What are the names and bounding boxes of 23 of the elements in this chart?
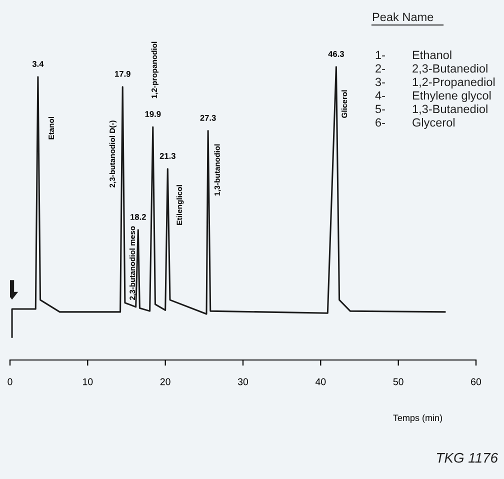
x-tick-label: 30: [238, 378, 248, 386]
text: 2- 2,3-Butanediol: [376, 64, 488, 74]
text: 6- Glycerol: [376, 118, 455, 130]
text: TKG 1176: [436, 452, 498, 463]
text: 4- Ethylene glycol: [375, 91, 491, 102]
x-tick-label: 60: [471, 378, 482, 386]
annotation: 19.9: [145, 111, 161, 117]
x-tick-label: 50: [393, 378, 404, 386]
x-tick-label: 40: [315, 378, 326, 386]
text: 5- 1,3-Butanediol: [375, 104, 488, 115]
annotation: 46.3: [328, 51, 344, 57]
x-tick-label: 20: [160, 378, 170, 386]
annotation: 27.3: [200, 114, 216, 121]
x-tick-label: 0: [8, 378, 12, 386]
text: 1- Ethanol: [376, 50, 452, 60]
annotation: 3.4: [32, 60, 44, 67]
x-axis-title: Temps (min): [393, 414, 442, 423]
annotation: 17.9: [115, 70, 130, 77]
annotation: 18.2: [130, 214, 146, 220]
x-tick-label: 10: [83, 378, 93, 386]
text: Peak Name: [372, 12, 434, 22]
text: 3- 1,2-Propanediol: [375, 78, 495, 88]
annotation: 21.3: [160, 153, 176, 159]
